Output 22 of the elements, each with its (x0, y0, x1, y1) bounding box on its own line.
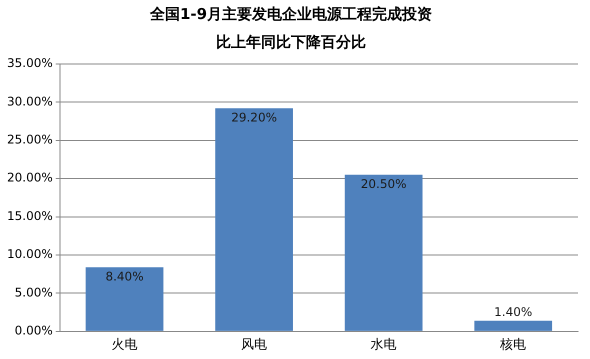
y-tick-label: 15.00% (6, 208, 53, 223)
y-tick-label: 25.00% (6, 132, 53, 147)
data-label: 8.40% (105, 269, 144, 284)
data-label: 20.50% (360, 176, 407, 191)
data-label: 1.40% (494, 304, 532, 319)
bar (344, 174, 423, 331)
chart-title: 全国1-9月主要发电企业电源工程完成投资 (148, 4, 432, 23)
x-tick-label: 火电 (112, 338, 138, 353)
y-tick-label: 10.00% (6, 247, 53, 262)
y-tick-label: 35.00% (6, 56, 53, 70)
data-label: 29.20% (231, 110, 277, 124)
x-tick-label: 风电 (241, 338, 268, 353)
bar (474, 320, 552, 331)
bar (215, 108, 293, 331)
x-tick-label: 水电 (370, 338, 397, 353)
y-tick-label: 5.00% (14, 285, 53, 300)
chart-subtitle: 比上年同比下降百分比 (216, 32, 366, 51)
y-tick-label: 20.00% (6, 170, 53, 185)
y-tick-label: 0.00% (14, 324, 53, 338)
x-tick-label: 核电 (499, 338, 526, 353)
bar (86, 267, 164, 331)
y-tick-label: 30.00% (6, 94, 53, 108)
